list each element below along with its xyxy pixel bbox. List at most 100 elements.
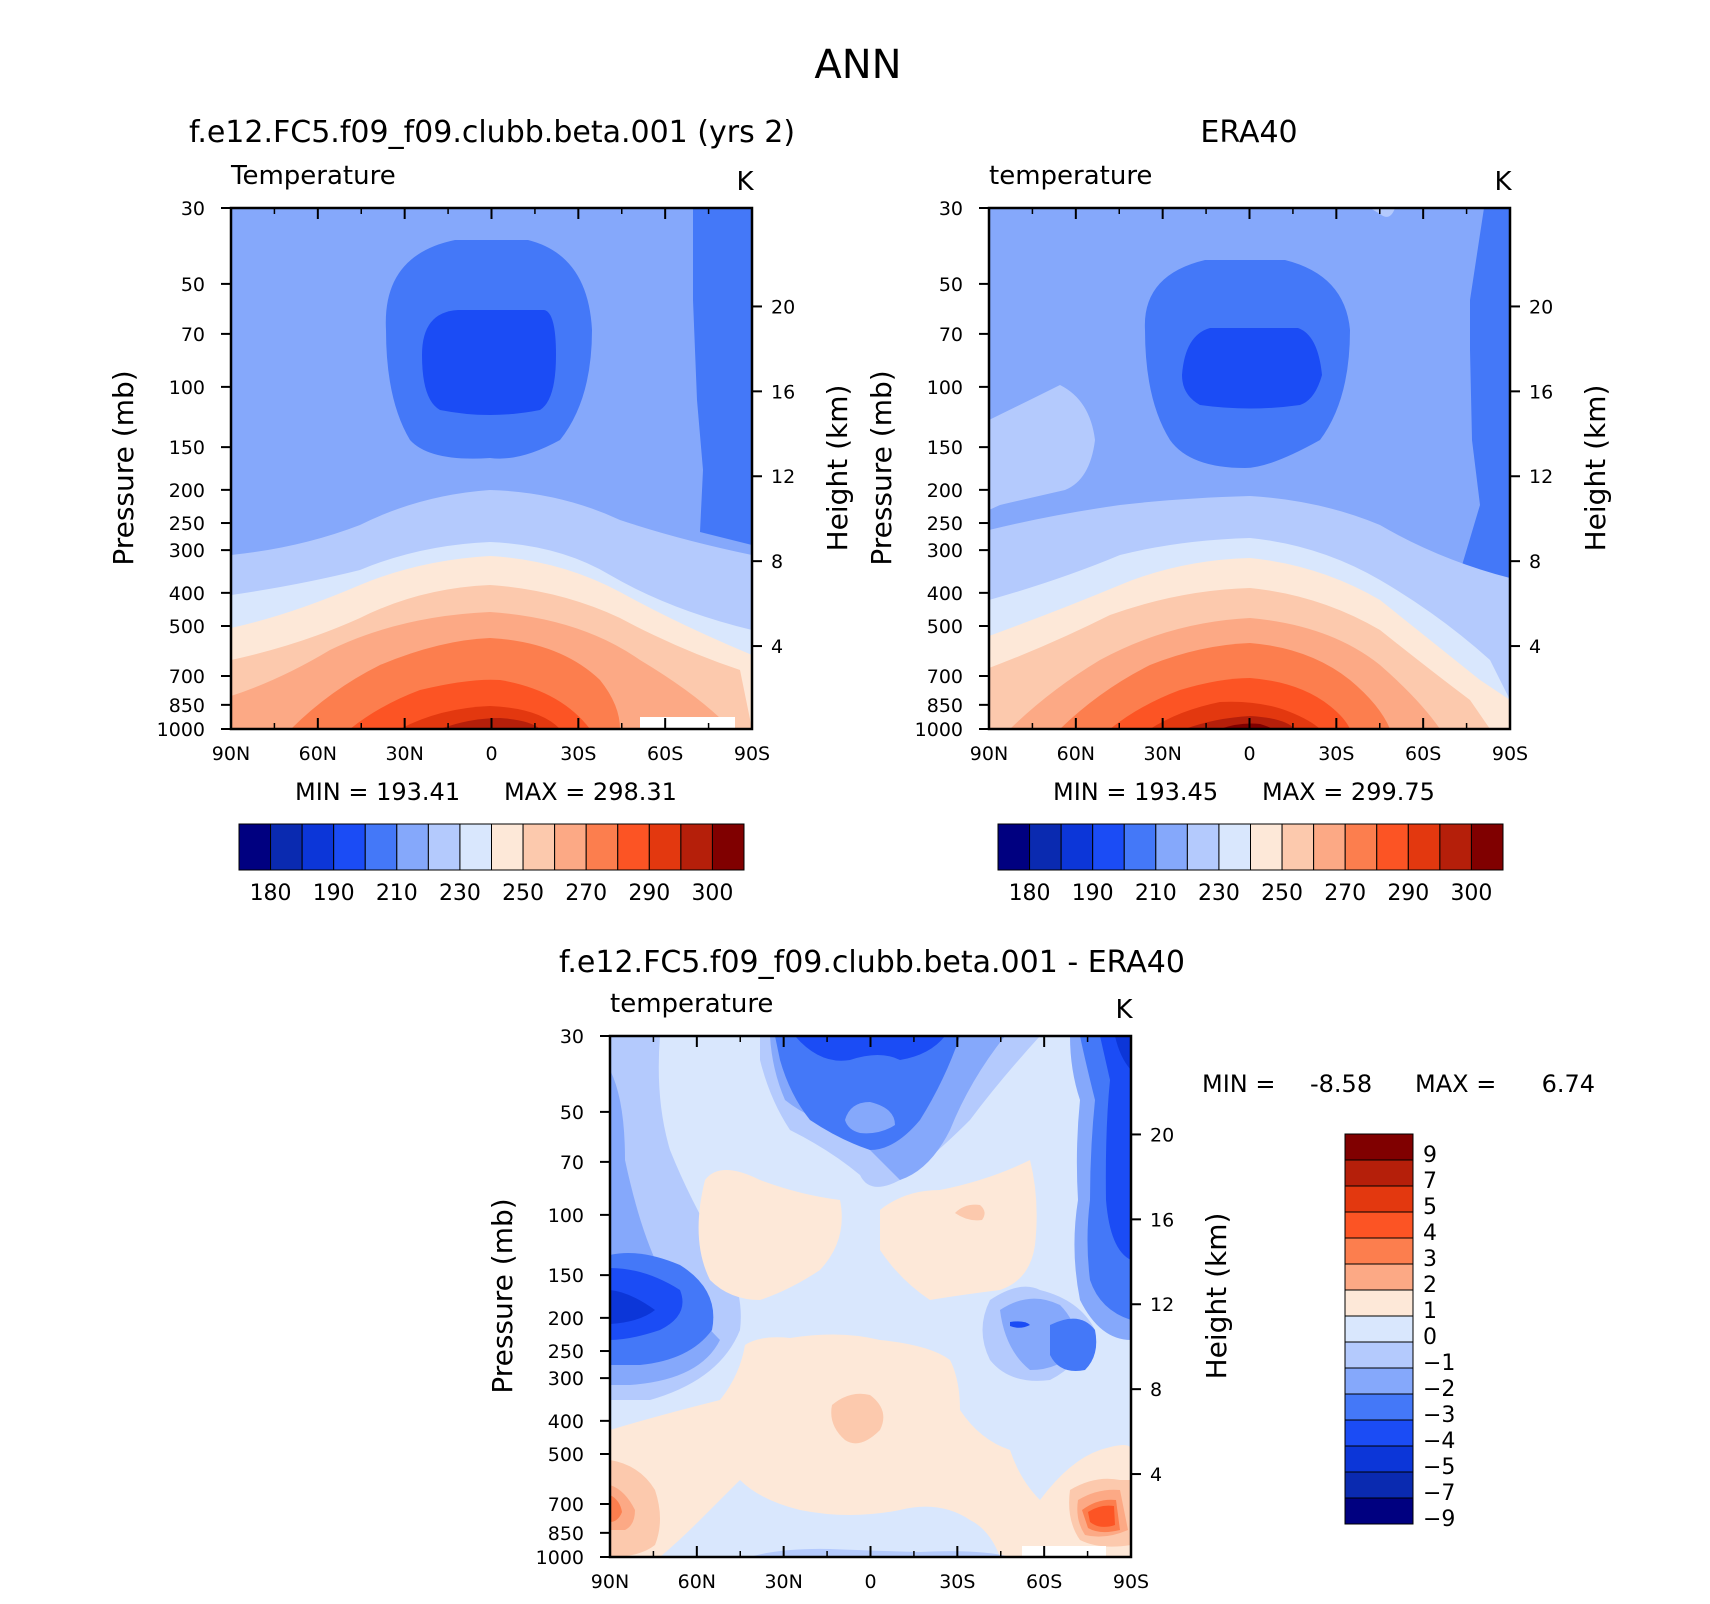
y2-axis-label: Height (km) <box>1579 385 1612 552</box>
min-label: MIN = <box>1202 1070 1275 1098</box>
x-tick-label: 90S <box>1113 1571 1149 1593</box>
x-tick-label: 30N <box>1143 743 1181 765</box>
colorbar-tick-label: 210 <box>376 881 418 906</box>
colorbar-swatch <box>1344 1211 1414 1239</box>
y-tick-label: 1000 <box>536 1547 584 1569</box>
colorbar-tick-label: 5 <box>1423 1195 1437 1220</box>
x-tick-label: 90N <box>212 743 250 765</box>
colorbar-swatch <box>680 823 713 871</box>
y-tick-label: 100 <box>548 1205 584 1227</box>
y-axis-label: Pressure (mb) <box>107 370 140 565</box>
colorbar-swatch <box>1123 823 1157 871</box>
colorbar-tick-label: 270 <box>1324 881 1366 906</box>
units-label: K <box>1494 167 1512 197</box>
y-tick-label: 200 <box>548 1308 584 1330</box>
y-tick-label: 150 <box>927 437 963 459</box>
min-value: MIN = 193.41 <box>295 778 460 806</box>
y-tick-label: 400 <box>548 1411 584 1433</box>
y-tick-label: 850 <box>548 1523 584 1545</box>
colorbar-tick-label: 9 <box>1423 1143 1437 1168</box>
y-tick-label: 700 <box>548 1494 584 1516</box>
x-tick-label: 0 <box>864 1571 876 1593</box>
colorbar-tick-label: −7 <box>1423 1481 1455 1506</box>
colorbar-tick-label: 4 <box>1423 1221 1437 1246</box>
colorbar-tick-label: −2 <box>1423 1377 1455 1402</box>
units-label: K <box>1115 995 1133 1025</box>
y-axis-label: Pressure (mb) <box>486 1198 519 1393</box>
colorbar-tick-label: 270 <box>565 881 607 906</box>
colorbar-swatch <box>1344 1341 1414 1369</box>
colorbar-swatch <box>554 823 587 871</box>
y-tick-label: 700 <box>169 666 205 688</box>
colorbar-tick-label: −1 <box>1423 1351 1455 1376</box>
colorbar-swatch <box>396 823 429 871</box>
y-tick-label: 200 <box>927 480 963 502</box>
x-tick-label: 30S <box>560 743 596 765</box>
variable-label: temperature <box>610 989 773 1019</box>
colorbar-swatch <box>238 823 272 871</box>
colorbar-swatch <box>711 823 745 871</box>
y-tick-label: 30 <box>560 1026 584 1048</box>
colorbar-swatch <box>1407 823 1441 871</box>
colorbar-swatch <box>617 823 650 871</box>
x-tick-label: 60S <box>647 743 683 765</box>
y2-tick-label: 16 <box>1529 381 1553 403</box>
colorbar-swatch <box>1439 823 1472 871</box>
colorbar-tick-label: 290 <box>1387 881 1429 906</box>
colorbar-swatch <box>1376 823 1409 871</box>
min-value: -8.58 <box>1310 1070 1372 1098</box>
y-tick-label: 50 <box>560 1102 584 1124</box>
colorbar-swatch <box>1344 1289 1414 1317</box>
colorbar-swatch <box>585 823 619 871</box>
y2-tick-label: 8 <box>1150 1379 1162 1401</box>
colorbar-tick-label: 1 <box>1423 1299 1437 1324</box>
colorbar-swatch <box>301 823 335 871</box>
y2-tick-label: 4 <box>771 636 783 658</box>
colorbar-tick-label: −3 <box>1423 1403 1455 1428</box>
y-tick-label: 300 <box>169 540 205 562</box>
x-axis: 90N 60N 30N 0 30S 60S 90S 30 50 70 100 150 200 250 300… <box>157 198 796 765</box>
colorbar-tick-label: 3 <box>1423 1247 1437 1272</box>
y-tick-label: 70 <box>181 324 205 346</box>
colorbar-swatch <box>1218 823 1251 871</box>
max-value: 6.74 <box>1542 1070 1595 1098</box>
colorbar-swatch <box>648 823 682 871</box>
contour-fill <box>231 208 752 729</box>
colorbar-swatch <box>1344 1159 1414 1187</box>
y-tick-label: 150 <box>548 1265 584 1287</box>
colorbar: 180 190 210 230 250 270 290 300 <box>238 823 745 906</box>
y-tick-label: 100 <box>169 377 205 399</box>
y-tick-label: 150 <box>169 437 205 459</box>
colorbar-swatch <box>1344 823 1378 871</box>
y-tick-label: 500 <box>927 616 963 638</box>
panel-model: f.e12.FC5.f09_f09.clubb.beta.001 (yrs 2)… <box>107 115 854 906</box>
y-tick-label: 850 <box>927 695 963 717</box>
y-tick-label: 50 <box>181 274 205 296</box>
x-tick-label: 60N <box>299 743 337 765</box>
colorbar-swatch <box>1344 1315 1414 1343</box>
x-tick-label: 30N <box>764 1571 802 1593</box>
x-tick-label: 90S <box>734 743 770 765</box>
y-tick-label: 700 <box>927 666 963 688</box>
panel-title: f.e12.FC5.f09_f09.clubb.beta.001 - ERA40 <box>559 945 1185 980</box>
y-tick-label: 250 <box>548 1341 584 1363</box>
x-tick-label: 30S <box>939 1571 975 1593</box>
panel-title: ERA40 <box>1200 115 1297 150</box>
min-value: MIN = 193.45 <box>1053 778 1218 806</box>
y-tick-label: 500 <box>548 1444 584 1466</box>
x-tick-label: 60N <box>1057 743 1095 765</box>
x-tick-label: 90N <box>970 743 1008 765</box>
y-tick-label: 200 <box>169 480 205 502</box>
y-tick-label: 30 <box>181 198 205 220</box>
max-label: MAX = <box>1415 1070 1496 1098</box>
y-tick-label: 70 <box>939 324 963 346</box>
x-tick-label: 30N <box>385 743 423 765</box>
colorbar-swatch <box>1344 1497 1414 1525</box>
y2-axis-label: Height (km) <box>821 385 854 552</box>
colorbar-tick-label: 250 <box>502 881 544 906</box>
y2-tick-label: 12 <box>1150 1294 1174 1316</box>
colorbar-swatch <box>459 823 492 871</box>
figure-title: ANN <box>814 42 901 88</box>
colorbar-tick-label: 210 <box>1135 881 1177 906</box>
y-tick-label: 850 <box>169 695 205 717</box>
